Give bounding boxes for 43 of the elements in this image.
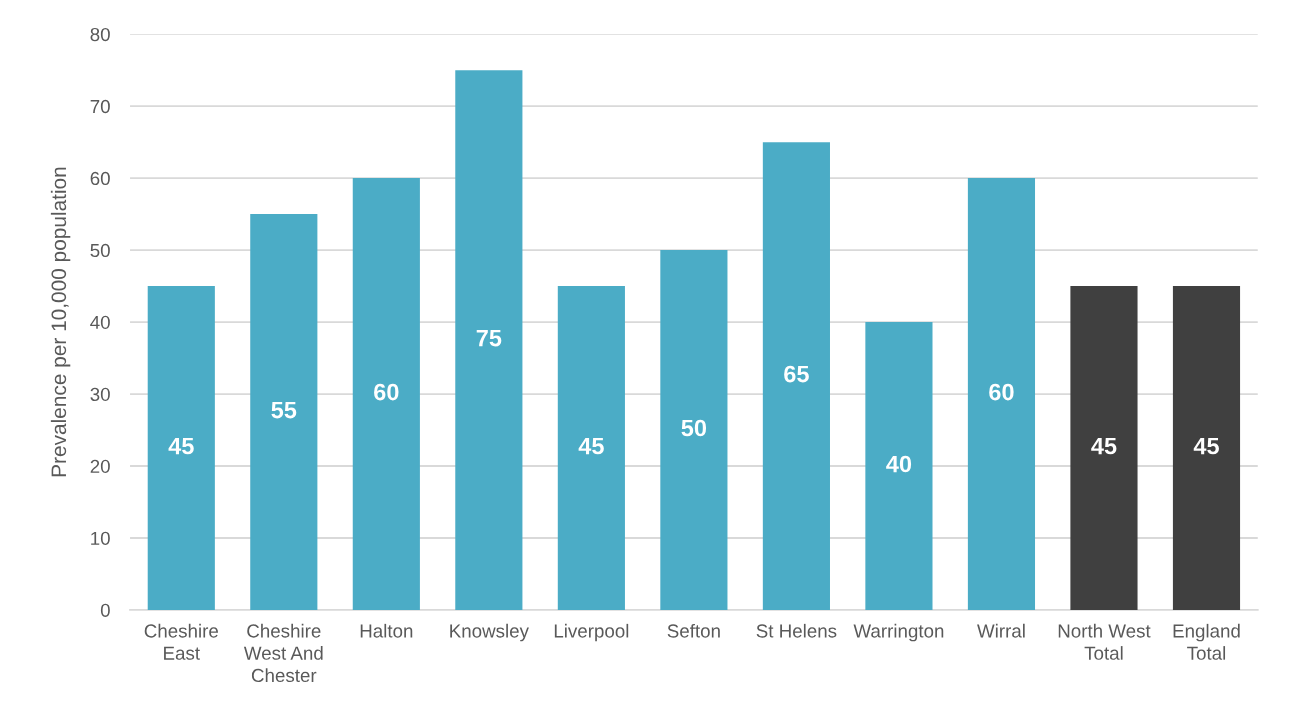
bar bbox=[762, 142, 830, 610]
data-label: 45 bbox=[1091, 437, 1117, 455]
data-label: 45 bbox=[578, 437, 604, 455]
y-tick-label: 10 bbox=[91, 531, 110, 545]
x-tick-label: Halton bbox=[360, 623, 413, 638]
bar bbox=[455, 70, 523, 610]
y-axis-title: Prevalence per 10,000 population bbox=[50, 167, 71, 477]
y-tick-label: 80 bbox=[90, 27, 110, 42]
x-tick-label: Wirral bbox=[977, 623, 1025, 638]
data-label: 55 bbox=[271, 401, 297, 419]
x-tick-label: North West Total bbox=[1058, 623, 1151, 660]
x-tick-label: England Total bbox=[1173, 623, 1240, 660]
bar bbox=[250, 214, 318, 610]
x-tick-label: Cheshire East bbox=[144, 623, 218, 660]
y-tick-label: 50 bbox=[90, 243, 110, 258]
y-tick-label: 60 bbox=[90, 171, 110, 186]
y-tick-label: 30 bbox=[90, 387, 110, 402]
x-tick-label: Cheshire West And Chester bbox=[243, 623, 323, 683]
bar bbox=[557, 286, 625, 610]
data-label: 75 bbox=[476, 329, 502, 347]
data-label: 60 bbox=[374, 383, 399, 401]
x-tick-label: Warrington bbox=[853, 623, 944, 642]
data-label: 60 bbox=[989, 383, 1014, 401]
x-tick-label: St Helens bbox=[756, 623, 837, 638]
bar bbox=[352, 178, 420, 610]
bar bbox=[1172, 286, 1241, 610]
bar bbox=[660, 250, 728, 610]
y-tick-label: 0 bbox=[100, 603, 110, 617]
data-label: 45 bbox=[1193, 437, 1219, 455]
x-tick-label: Knowsley bbox=[450, 623, 529, 642]
bar bbox=[1070, 286, 1138, 610]
data-label: 40 bbox=[886, 455, 912, 473]
x-tick-label: Sefton bbox=[667, 623, 720, 638]
data-label: 45 bbox=[168, 437, 194, 455]
bar bbox=[865, 322, 933, 610]
data-label: 65 bbox=[784, 365, 809, 383]
data-label: 50 bbox=[681, 419, 707, 437]
y-tick-label: 70 bbox=[90, 99, 110, 114]
bar bbox=[147, 286, 215, 610]
bar bbox=[967, 178, 1036, 610]
x-tick-label: Liverpool bbox=[554, 623, 629, 642]
y-tick-label: 40 bbox=[90, 315, 110, 330]
y-tick-label: 20 bbox=[90, 459, 110, 473]
